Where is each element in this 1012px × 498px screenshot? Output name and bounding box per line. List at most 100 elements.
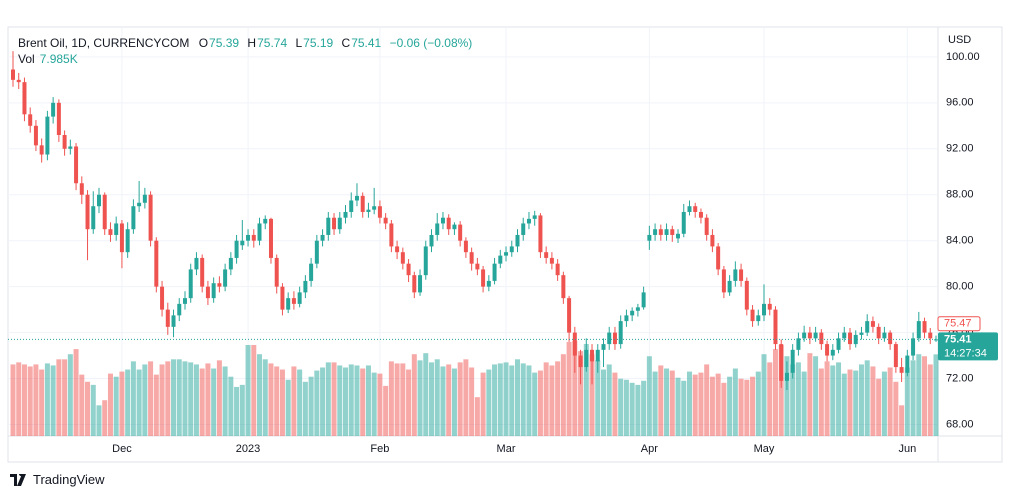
volume-bar <box>520 363 526 436</box>
volume-bar <box>600 369 606 436</box>
volume-bar <box>302 381 308 436</box>
volume-bar <box>790 364 796 436</box>
volume-bar <box>904 367 910 436</box>
candle-body <box>807 332 812 339</box>
candle-body <box>704 217 709 235</box>
volume-bar <box>308 376 314 436</box>
candle-body <box>916 321 921 339</box>
volume-bar <box>629 382 635 436</box>
volume-bar <box>732 368 738 436</box>
volume-bar <box>646 356 652 436</box>
volume-bar <box>933 354 939 436</box>
candle-body <box>555 263 560 276</box>
candle-body <box>194 257 199 270</box>
volume-bar <box>337 365 343 436</box>
candle-body <box>744 280 749 310</box>
candle-body <box>429 234 434 247</box>
volume-bar <box>354 365 360 436</box>
candle-body <box>911 338 916 356</box>
candle-body <box>481 269 486 287</box>
volume-bar <box>899 405 905 436</box>
candle-body <box>870 321 875 327</box>
candle-body <box>572 332 577 356</box>
y-tick-label: 80.00 <box>946 281 974 293</box>
volume-bar <box>566 341 572 436</box>
candle-body <box>79 183 84 195</box>
candle-body <box>68 146 73 149</box>
volume-bar <box>383 385 389 436</box>
volume-bar <box>492 364 498 436</box>
candle-body <box>274 257 279 287</box>
volume-bar <box>818 368 824 436</box>
volume-bar <box>62 359 68 436</box>
volume-bar <box>876 378 882 436</box>
candle-body <box>280 286 285 310</box>
volume-bar <box>216 360 222 436</box>
volume-bar <box>474 397 480 436</box>
volume-bar <box>234 386 240 436</box>
candle-body <box>286 298 291 310</box>
candle-body <box>469 252 474 264</box>
volume-bar <box>664 368 670 436</box>
candle-body <box>819 332 824 345</box>
volume-bar <box>910 360 916 436</box>
candle-body <box>624 315 629 322</box>
volume-bar <box>532 372 538 436</box>
prev-close-box <box>937 316 981 332</box>
candle-body <box>790 349 795 373</box>
volume-bar <box>727 376 733 436</box>
volume-bar <box>813 356 819 436</box>
candle-body <box>647 234 652 241</box>
candle-body <box>658 229 663 235</box>
volume-bar <box>692 374 698 436</box>
candle-body <box>246 234 251 241</box>
candle-body <box>463 240 468 253</box>
volume-bar <box>457 362 463 436</box>
volume-bar <box>285 379 291 436</box>
candle-body <box>435 223 440 235</box>
volume-bar <box>612 372 618 436</box>
candle-body <box>526 218 531 224</box>
candle-body <box>337 217 342 230</box>
candle-body <box>291 298 296 304</box>
candle-body <box>899 367 904 373</box>
candle-body <box>160 286 165 310</box>
volume-bar <box>715 373 721 436</box>
volume-bar <box>394 363 400 436</box>
volume-bar <box>136 369 142 436</box>
volume-bar <box>343 367 349 436</box>
candle-body <box>33 125 38 146</box>
candle-body <box>905 355 910 373</box>
volume-bar <box>73 349 79 436</box>
volume-bar <box>331 362 337 436</box>
volume-bar <box>704 364 710 436</box>
volume-bar <box>870 366 876 436</box>
candle-body <box>802 332 807 339</box>
volume-bar <box>377 373 383 436</box>
candle-body <box>532 215 537 219</box>
candle-body <box>400 252 405 264</box>
volume-bar <box>388 361 394 436</box>
candle-body <box>389 223 394 247</box>
candle-body <box>888 332 893 345</box>
y-tick-label: 84.00 <box>946 235 974 247</box>
volume-bar <box>125 369 131 436</box>
volume-bar <box>675 377 681 436</box>
candle-body <box>561 275 566 299</box>
candle-body <box>922 321 927 333</box>
volume-bar <box>486 369 492 436</box>
volume-bar <box>595 360 601 436</box>
volume-bar <box>251 344 257 436</box>
volume-row: Vol 7.985K <box>18 51 477 67</box>
x-tick-label: May <box>754 443 775 455</box>
y-tick-label: 72.00 <box>946 372 974 384</box>
candle-body <box>676 233 681 239</box>
candle-body <box>165 309 170 327</box>
volume-bar <box>669 370 675 436</box>
candle-body <box>372 206 377 210</box>
y-tick-label: 100.00 <box>946 51 980 63</box>
candle-body <box>716 246 721 270</box>
candle-body <box>584 349 589 368</box>
volume-bar <box>411 354 417 436</box>
